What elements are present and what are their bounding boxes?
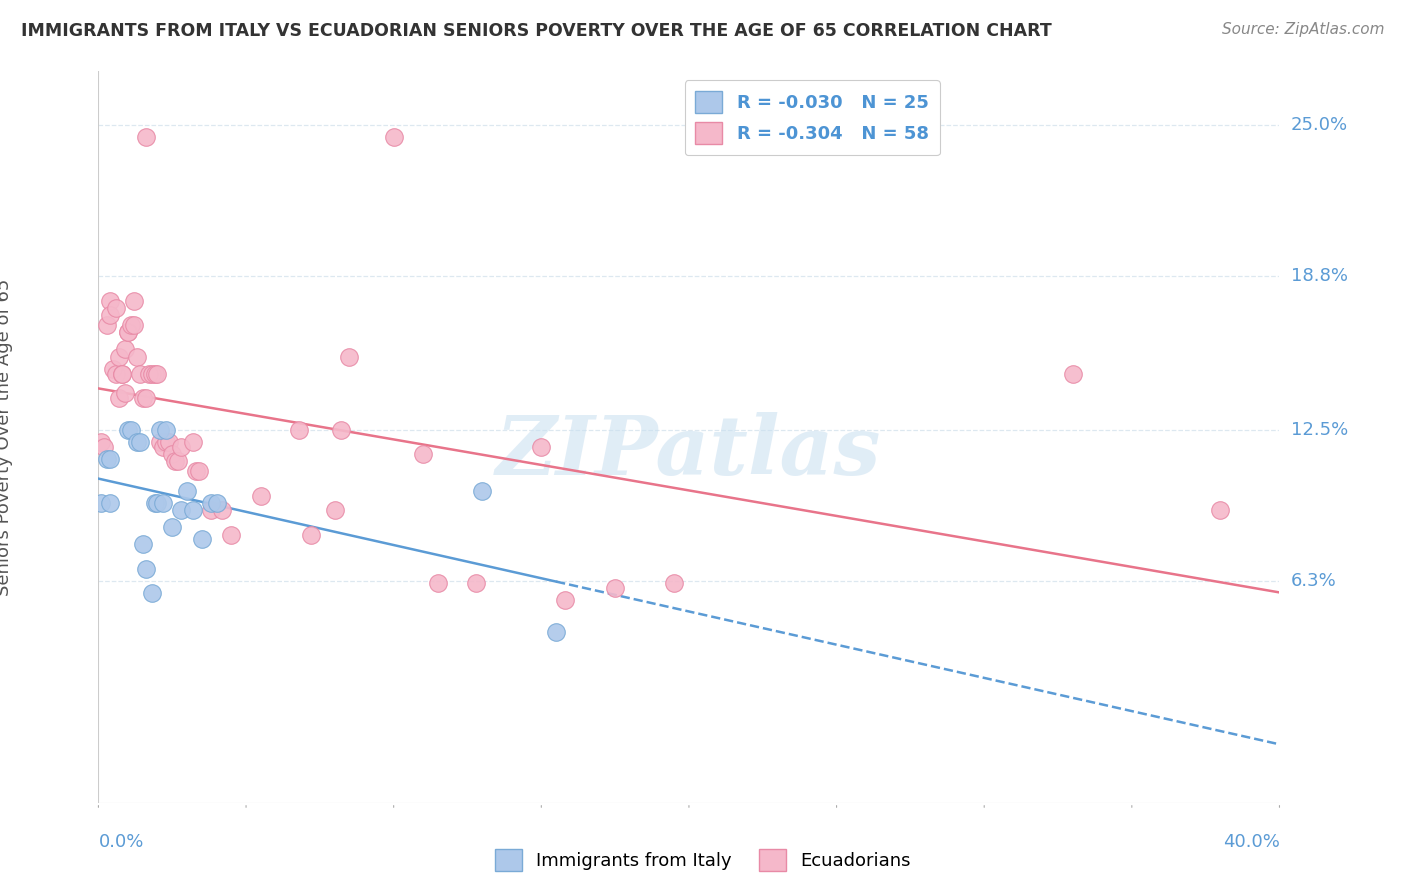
Point	[125, 350, 148, 364]
Point	[165, 454, 187, 468]
Point	[149, 423, 172, 437]
Point	[1062, 367, 1084, 381]
Point	[117, 325, 139, 339]
Point	[155, 423, 177, 437]
Point	[111, 367, 134, 381]
Point	[128, 367, 150, 381]
Point	[96, 318, 118, 332]
Point	[170, 440, 193, 454]
Point	[427, 576, 450, 591]
Point	[288, 423, 311, 437]
Point	[187, 464, 209, 478]
Point	[181, 434, 204, 449]
Point	[329, 423, 352, 437]
Point	[114, 386, 136, 401]
Point	[135, 562, 157, 576]
Point	[382, 130, 405, 145]
Point	[120, 318, 142, 332]
Point	[93, 440, 115, 454]
Text: ZIPatlas: ZIPatlas	[496, 412, 882, 491]
Point	[125, 434, 148, 449]
Point	[141, 367, 163, 381]
Text: Seniors Poverty Over the Age of 65: Seniors Poverty Over the Age of 65	[0, 278, 13, 596]
Legend: Immigrants from Italy, Ecuadorians: Immigrants from Italy, Ecuadorians	[488, 842, 918, 879]
Point	[111, 367, 134, 381]
Point	[546, 625, 568, 640]
Text: IMMIGRANTS FROM ITALY VS ECUADORIAN SENIORS POVERTY OVER THE AGE OF 65 CORRELATI: IMMIGRANTS FROM ITALY VS ECUADORIAN SENI…	[21, 22, 1052, 40]
Point	[554, 593, 576, 607]
Point	[157, 434, 180, 449]
Point	[141, 586, 163, 600]
Point	[128, 434, 150, 449]
Point	[200, 503, 222, 517]
Point	[135, 130, 157, 145]
Point	[162, 520, 183, 534]
Point	[114, 343, 136, 357]
Point	[465, 576, 488, 591]
Point	[122, 293, 145, 308]
Point	[155, 434, 177, 449]
Point	[181, 503, 204, 517]
Point	[108, 391, 131, 405]
Point	[98, 496, 121, 510]
Point	[117, 325, 139, 339]
Point	[132, 537, 155, 551]
Point	[162, 447, 183, 461]
Point	[170, 503, 193, 517]
Point	[146, 496, 169, 510]
Point	[138, 367, 160, 381]
Point	[1209, 503, 1232, 517]
Point	[152, 496, 174, 510]
Text: 40.0%: 40.0%	[1223, 833, 1279, 851]
Point	[103, 361, 125, 376]
Point	[117, 423, 139, 437]
Text: 6.3%: 6.3%	[1291, 572, 1336, 590]
Text: 0.0%: 0.0%	[98, 833, 143, 851]
Point	[412, 447, 434, 461]
Legend: R = -0.030   N = 25, R = -0.304   N = 58: R = -0.030 N = 25, R = -0.304 N = 58	[685, 80, 939, 155]
Point	[250, 489, 273, 503]
Point	[152, 440, 174, 454]
Point	[664, 576, 686, 591]
Text: Source: ZipAtlas.com: Source: ZipAtlas.com	[1222, 22, 1385, 37]
Point	[98, 293, 121, 308]
Point	[105, 301, 128, 315]
Point	[98, 452, 121, 467]
Point	[122, 318, 145, 332]
Point	[90, 496, 112, 510]
Point	[135, 391, 157, 405]
Point	[146, 367, 169, 381]
Point	[143, 496, 166, 510]
Point	[323, 503, 346, 517]
Text: 18.8%: 18.8%	[1291, 268, 1347, 285]
Point	[132, 391, 155, 405]
Point	[200, 496, 222, 510]
Point	[191, 533, 214, 547]
Point	[149, 434, 172, 449]
Point	[205, 496, 228, 510]
Text: 25.0%: 25.0%	[1291, 116, 1348, 134]
Point	[167, 454, 190, 468]
Point	[176, 483, 198, 498]
Point	[471, 483, 494, 498]
Point	[221, 527, 243, 541]
Point	[105, 367, 128, 381]
Text: 12.5%: 12.5%	[1291, 421, 1348, 439]
Point	[96, 452, 118, 467]
Point	[143, 367, 166, 381]
Point	[98, 308, 121, 322]
Point	[530, 440, 553, 454]
Point	[90, 434, 112, 449]
Point	[184, 464, 207, 478]
Point	[211, 503, 233, 517]
Point	[108, 350, 131, 364]
Point	[339, 350, 361, 364]
Point	[299, 527, 322, 541]
Point	[120, 423, 142, 437]
Point	[605, 581, 627, 595]
